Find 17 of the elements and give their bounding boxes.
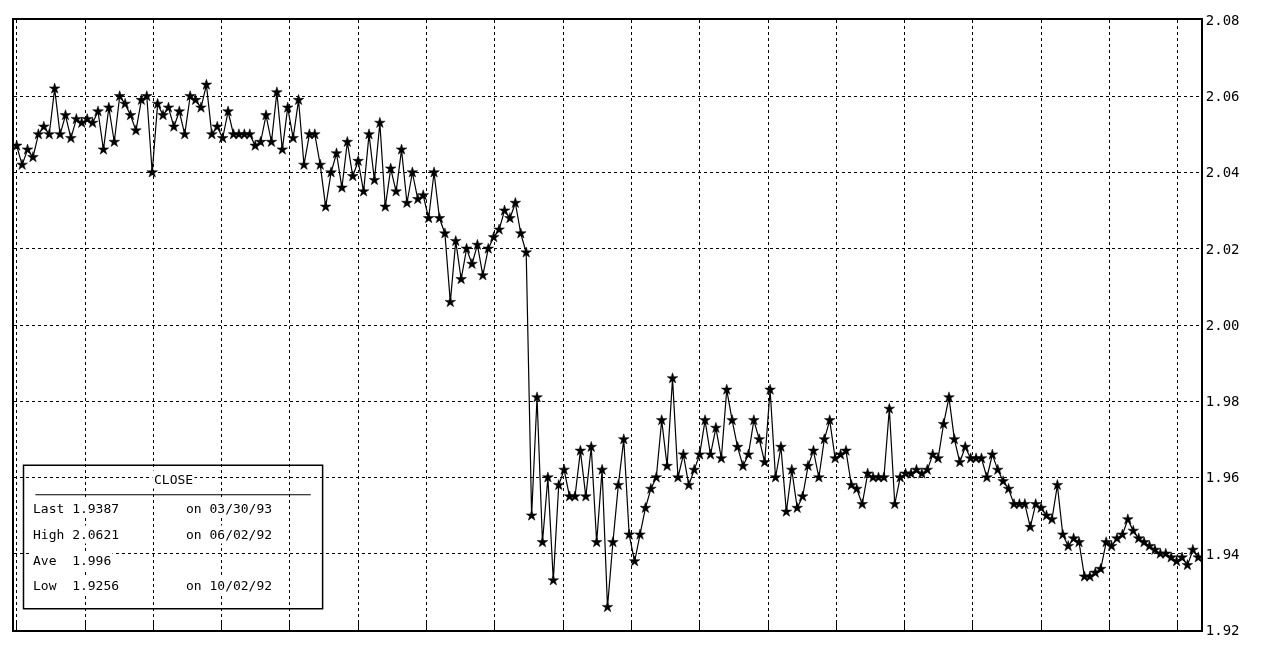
y-tick-label: 1.92 (1205, 621, 1240, 638)
y-tick-label: 2.06 (1205, 88, 1240, 105)
y-tick-label: 2.02 (1205, 240, 1240, 257)
y-tick-label: 1.98 (1205, 393, 1240, 410)
annotation: on 06/02/92 (186, 527, 273, 542)
y-tick-label: 1.96 (1205, 469, 1240, 486)
y-tick-label: 2.04 (1205, 164, 1240, 181)
annotation: Last 1.9387 (33, 501, 120, 516)
y-tick-label: 1.94 (1205, 545, 1240, 562)
annotation: Ave 1.996 (33, 553, 112, 568)
annotation: Low 1.9256 (33, 578, 120, 593)
annotation: on 10/02/92 (186, 578, 273, 593)
annotation: CLOSE (154, 472, 194, 487)
y-tick-label: 2.00 (1205, 316, 1240, 333)
annotation: High 2.0621 (33, 527, 120, 542)
y-tick-label: 2.08 (1205, 11, 1240, 28)
annotation: on 03/30/93 (186, 501, 273, 516)
